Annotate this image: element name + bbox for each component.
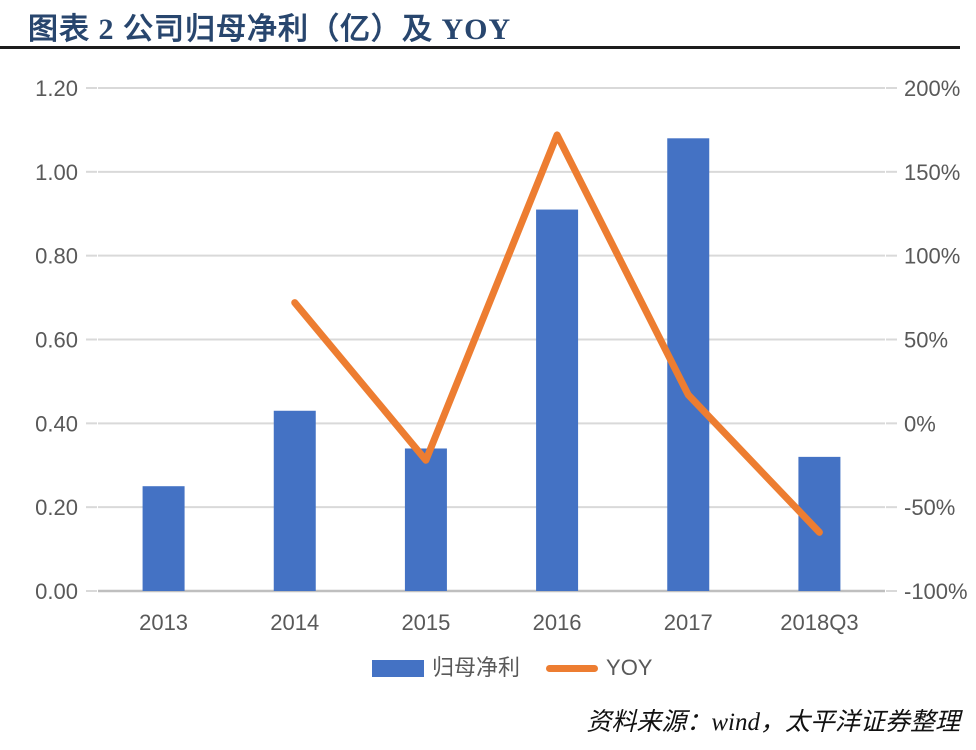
legend-item-netprofit: 归母净利 (372, 656, 520, 680)
left-axis-tick-label: 0.60 (35, 328, 78, 353)
left-axis-tick-label: 1.20 (35, 76, 78, 101)
x-axis-label-2014: 2014 (270, 610, 319, 635)
right-axis-tick-label: 200% (904, 76, 960, 101)
bar-2018Q3 (798, 456, 841, 591)
right-axis-tick-label: 100% (904, 244, 960, 269)
combo-chart: 0.00 -100% 0.20 -50% 0.40 0% 0.60 50% 0.80 100% 1.… (35, 76, 968, 635)
bar-2013 (142, 486, 185, 591)
left-axis-tick-label: 0.20 (35, 495, 78, 520)
right-axis-tick-label: -100% (904, 579, 968, 604)
yoy-line (291, 131, 823, 536)
right-axis-tick-label: -50% (904, 495, 955, 520)
line-series-swatch (546, 664, 599, 672)
legend-label-yoy: YOY (606, 655, 653, 680)
bar-series-swatch (372, 659, 424, 677)
page-title: 图表 2 公司归母净利（亿）及 YOY (28, 13, 512, 46)
x-axis-label-2013: 2013 (139, 610, 188, 635)
left-axis-tick-label: 1.00 (35, 160, 78, 185)
right-axis-tick-label: 0% (904, 411, 936, 436)
bar-2014 (273, 410, 316, 591)
bar-2016 (536, 209, 579, 591)
left-axis-tick-label: 0.80 (35, 244, 78, 269)
left-axis-tick-label: 0.40 (35, 411, 78, 436)
right-axis-tick-label: 50% (904, 328, 948, 353)
legend-label-netprofit: 归母净利 (432, 655, 521, 680)
bar-2015 (404, 448, 447, 591)
source-note: 资料来源：wind，太平洋证券整理 (586, 709, 960, 736)
chart-area: 0.00 -100% 0.20 -50% 0.40 0% 0.60 50% 0.80 100% 1.… (35, 76, 968, 635)
x-axis-label-2016: 2016 (533, 610, 582, 635)
legend-item-yoy: YOY (546, 656, 652, 680)
x-axis-label-2015: 2015 (401, 610, 450, 635)
title-divider (0, 46, 960, 49)
chart-legend: 归母净利 YOY (372, 656, 652, 680)
left-axis-tick-label: 0.00 (35, 579, 78, 604)
right-axis-tick-label: 150% (904, 160, 960, 185)
x-axis-label-2018Q3: 2018Q3 (780, 610, 858, 635)
x-axis-label-2017: 2017 (664, 610, 713, 635)
